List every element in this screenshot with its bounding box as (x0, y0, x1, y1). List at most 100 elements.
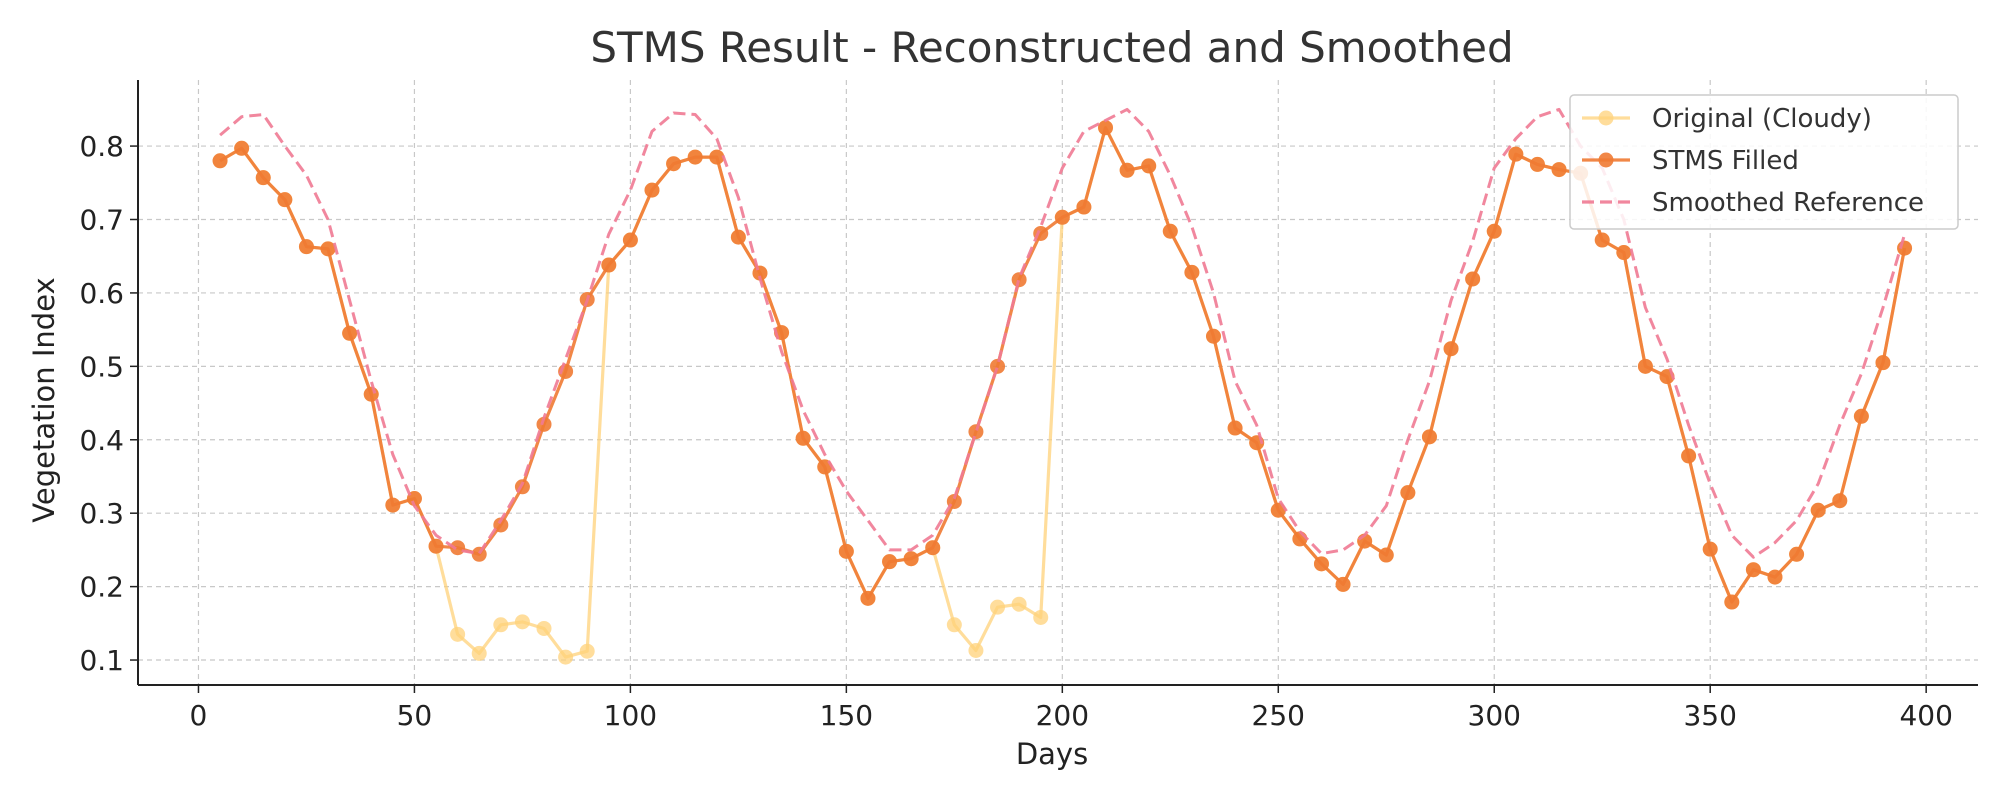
y-tick-label: 0.8 (79, 130, 124, 163)
legend-marker (1598, 110, 1614, 126)
x-tick-label: 350 (1683, 699, 1736, 732)
x-axis-label: Days (1016, 737, 1088, 771)
data-point (514, 614, 530, 630)
data-point (1789, 546, 1805, 562)
x-tick-label: 0 (190, 699, 208, 732)
data-point (1767, 569, 1783, 585)
data-point (709, 149, 725, 165)
data-point (1205, 328, 1221, 344)
data-point (471, 645, 487, 661)
data-point (1724, 594, 1740, 610)
data-point (471, 546, 487, 562)
data-point (1119, 162, 1135, 178)
y-tick-label: 0.4 (79, 424, 124, 457)
legend-marker (1598, 152, 1614, 168)
data-point (493, 517, 509, 533)
legend-label: Smoothed Reference (1652, 188, 1924, 218)
y-tick-label: 0.2 (79, 571, 124, 604)
data-point (1162, 223, 1178, 239)
data-point (1875, 355, 1891, 371)
data-point (795, 430, 811, 446)
data-point (1443, 341, 1459, 357)
y-tick-label: 0.6 (79, 277, 124, 310)
data-point (1853, 408, 1869, 424)
data-point (990, 599, 1006, 615)
data-point (925, 540, 941, 556)
data-point (838, 543, 854, 559)
x-tick-label: 250 (1252, 699, 1305, 732)
data-point (1033, 609, 1049, 625)
legend-box (1569, 94, 1959, 230)
data-point (990, 358, 1006, 374)
x-tick-label: 150 (820, 699, 873, 732)
data-point (1508, 146, 1524, 162)
data-point (536, 620, 552, 636)
data-point (1227, 420, 1243, 436)
y-tick-label: 0.7 (79, 204, 124, 237)
legend-label: STMS Filled (1652, 146, 1799, 176)
data-point (968, 424, 984, 440)
data-point (1378, 547, 1394, 563)
legend-item-original-cloudy: Original (Cloudy) (1582, 104, 1872, 134)
data-point (493, 617, 509, 633)
data-point (1184, 264, 1200, 280)
x-tick-label: 100 (604, 699, 657, 732)
data-point (1745, 562, 1761, 578)
data-point (644, 182, 660, 198)
data-point (298, 239, 314, 255)
data-point (1702, 541, 1718, 557)
data-point (277, 192, 293, 208)
data-point (320, 241, 336, 257)
x-tick-label: 50 (397, 699, 433, 732)
data-point (1594, 232, 1610, 248)
data-point (1681, 448, 1697, 464)
data-point (1465, 271, 1481, 287)
y-axis-label: Vegetation Index (27, 277, 61, 522)
data-point (601, 257, 617, 273)
data-point (666, 156, 682, 172)
y-tick-label: 0.5 (79, 350, 124, 383)
data-point (1551, 162, 1567, 178)
data-point (946, 617, 962, 633)
data-point (1400, 485, 1416, 501)
data-point (882, 554, 898, 570)
data-point (1810, 502, 1826, 518)
x-tick-label: 300 (1468, 699, 1521, 732)
data-point (1011, 272, 1027, 288)
data-point (1011, 596, 1027, 612)
data-point (1076, 199, 1092, 215)
data-point (558, 649, 574, 665)
legend-label: Original (Cloudy) (1652, 104, 1872, 134)
y-tick-label: 0.3 (79, 497, 124, 530)
data-point (687, 149, 703, 165)
data-point (860, 590, 876, 606)
data-point (1832, 493, 1848, 509)
data-point (1335, 576, 1351, 592)
data-point (536, 416, 552, 432)
data-point (968, 642, 984, 658)
legend-item-stms-filled: STMS Filled (1582, 146, 1799, 176)
data-point (1421, 429, 1437, 445)
data-point (903, 551, 919, 567)
chart-title: STMS Result - Reconstructed and Smoothed (590, 23, 1513, 72)
data-point (1141, 158, 1157, 174)
data-point (622, 232, 638, 248)
x-tick-label: 200 (1036, 699, 1089, 732)
data-point (1529, 156, 1545, 172)
data-point (579, 643, 595, 659)
y-tick-label: 0.1 (79, 644, 124, 677)
data-point (1054, 209, 1070, 225)
data-point (255, 170, 271, 186)
data-point (212, 153, 228, 169)
legend-item-smoothed-reference: Smoothed Reference (1582, 188, 1924, 218)
data-point (234, 140, 250, 156)
data-point (1616, 245, 1632, 261)
data-point (385, 497, 401, 513)
data-point (342, 325, 358, 341)
data-point (1486, 223, 1502, 239)
data-point (1098, 120, 1114, 136)
data-point (1637, 358, 1653, 374)
legend: Original (Cloudy) STMS Filled Smoothed Ref… (1569, 94, 1959, 230)
axes (130, 80, 1978, 693)
